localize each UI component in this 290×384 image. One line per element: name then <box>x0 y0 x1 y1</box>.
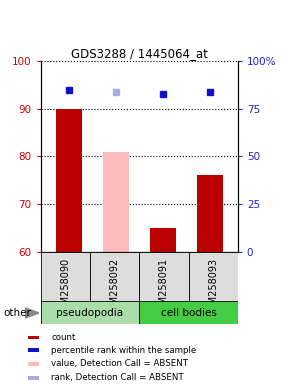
Bar <box>41 252 90 301</box>
Text: GSM258093: GSM258093 <box>208 258 218 317</box>
Text: value, Detection Call = ABSENT: value, Detection Call = ABSENT <box>51 359 188 368</box>
Text: cell bodies: cell bodies <box>161 308 216 318</box>
Bar <box>90 252 139 301</box>
Bar <box>41 301 139 324</box>
Bar <box>28 362 39 366</box>
Bar <box>139 301 238 324</box>
Text: pseudopodia: pseudopodia <box>56 308 124 318</box>
Bar <box>28 376 39 379</box>
Bar <box>28 348 39 352</box>
Bar <box>188 252 238 301</box>
Polygon shape <box>25 308 39 318</box>
Bar <box>103 152 129 252</box>
Title: GDS3288 / 1445064_at: GDS3288 / 1445064_at <box>71 47 208 60</box>
Bar <box>197 175 222 252</box>
Bar <box>56 109 82 252</box>
Text: percentile rank within the sample: percentile rank within the sample <box>51 346 197 355</box>
Bar <box>139 252 188 301</box>
Text: count: count <box>51 333 76 342</box>
Text: GSM258091: GSM258091 <box>159 258 169 317</box>
Text: GSM258090: GSM258090 <box>60 258 70 317</box>
Text: GSM258092: GSM258092 <box>110 258 119 317</box>
Bar <box>150 228 175 252</box>
Text: rank, Detection Call = ABSENT: rank, Detection Call = ABSENT <box>51 373 184 382</box>
Bar <box>28 336 39 339</box>
Text: other: other <box>3 308 31 318</box>
